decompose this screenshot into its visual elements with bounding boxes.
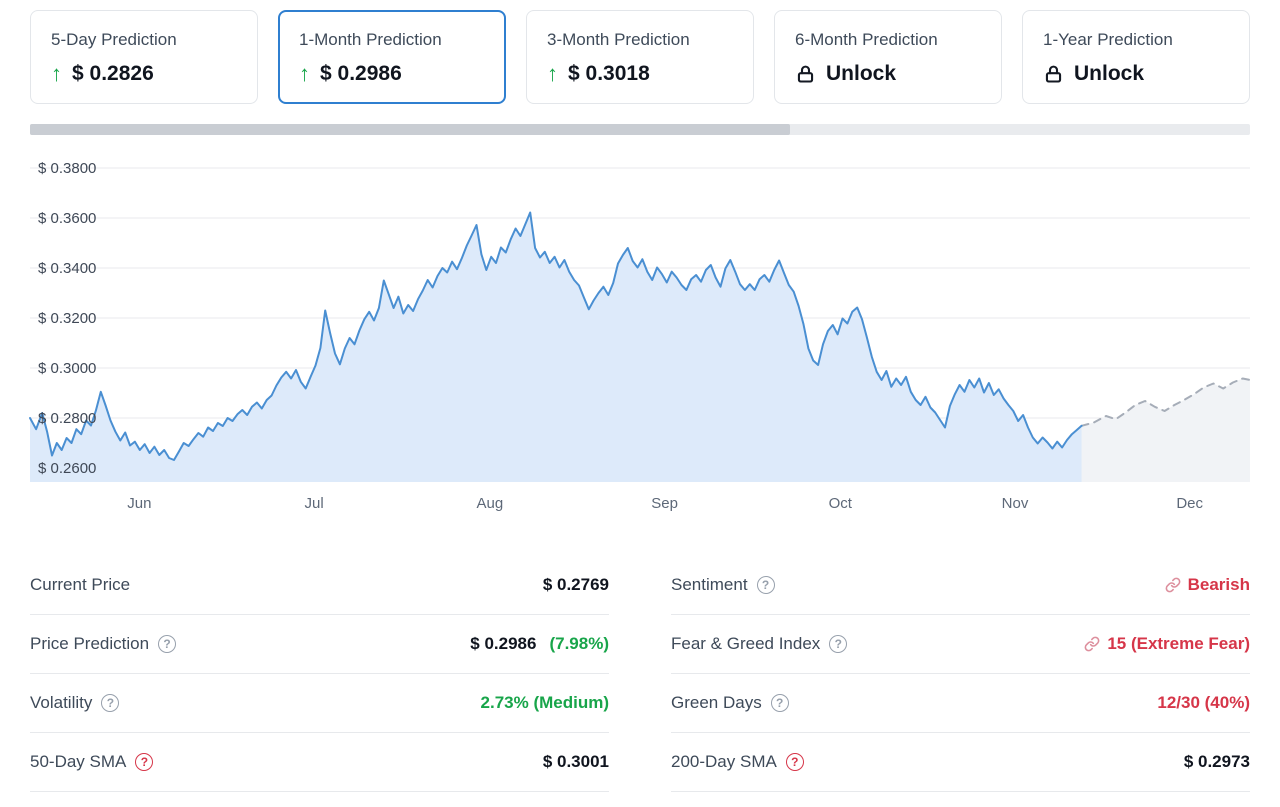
prediction-card-1-year-locked[interactable]: 1-Year Prediction Unlock xyxy=(1022,10,1250,104)
chart-scrollbar-track[interactable] xyxy=(30,124,1250,135)
svg-text:Nov: Nov xyxy=(1002,495,1029,512)
stat-row-sentiment: Sentiment ? Bearish xyxy=(671,556,1250,615)
lock-icon xyxy=(795,64,816,85)
fear-greed-link[interactable]: 15 (Extreme Fear) xyxy=(1084,634,1250,654)
lock-icon xyxy=(1043,64,1064,85)
stat-row-volatility: Volatility ? 2.73% (Medium) xyxy=(30,674,609,733)
svg-text:Jul: Jul xyxy=(305,495,324,512)
help-icon[interactable]: ? xyxy=(829,635,848,653)
price-chart[interactable]: $ 0.3800 $ 0.3600 $ 0.3400 $ 0.3200 $ 0.3000… xyxy=(0,137,1280,522)
stat-row-fear-greed: Fear & Greed Index ? 15 (Extreme Fear) xyxy=(671,615,1250,674)
stat-value: 12/30 (40%) xyxy=(1157,693,1250,712)
svg-text:$ 0.3200: $ 0.3200 xyxy=(38,310,96,327)
svg-text:Sep: Sep xyxy=(651,495,678,512)
stat-row-200-day-sma: 200-Day SMA ? $ 0.2973 xyxy=(671,733,1250,792)
stat-value: 2.73% (Medium) xyxy=(480,693,609,712)
prediction-cards-row: 5-Day Prediction ↑ $ 0.2826 1-Month Pred… xyxy=(0,0,1280,104)
help-icon-red[interactable]: ? xyxy=(135,753,154,771)
chart-scrollbar-thumb[interactable] xyxy=(30,124,791,135)
prediction-card-label: 1-Month Prediction xyxy=(299,30,442,49)
stat-value: $ 0.2986 (7.98%) xyxy=(470,634,609,653)
unlock-label: Unlock xyxy=(826,62,897,85)
prediction-card-3-month[interactable]: 3-Month Prediction ↑ $ 0.3018 xyxy=(526,10,754,104)
svg-text:$ 0.2600: $ 0.2600 xyxy=(38,460,96,477)
svg-text:Aug: Aug xyxy=(477,495,504,512)
help-icon[interactable]: ? xyxy=(770,694,789,712)
unlock-label: Unlock xyxy=(1074,62,1145,85)
prediction-change-percent: (7.98%) xyxy=(549,634,609,653)
stats-column-right: Sentiment ? Bearish Fear & Greed Index ? xyxy=(671,556,1250,792)
stat-label: Sentiment xyxy=(671,575,748,594)
stat-value: $ 0.3001 xyxy=(542,752,609,771)
stats-table: Current Price $ 0.2769 Price Prediction … xyxy=(30,556,1250,792)
svg-text:$ 0.3800: $ 0.3800 xyxy=(38,160,96,177)
stat-value: $ 0.2973 xyxy=(1183,752,1250,771)
svg-text:$ 0.3000: $ 0.3000 xyxy=(38,360,96,377)
help-icon[interactable]: ? xyxy=(101,694,120,712)
stat-row-price-prediction: Price Prediction ? $ 0.2986 (7.98%) xyxy=(30,615,609,674)
prediction-card-value: $ 0.2826 xyxy=(72,62,154,85)
svg-text:$ 0.3400: $ 0.3400 xyxy=(38,260,96,277)
price-chart-canvas[interactable]: $ 0.3800 $ 0.3600 $ 0.3400 $ 0.3200 $ 0.3000… xyxy=(0,137,1280,522)
up-arrow-icon: ↑ xyxy=(51,61,62,86)
prediction-card-5-day[interactable]: 5-Day Prediction ↑ $ 0.2826 xyxy=(30,10,258,104)
help-icon[interactable]: ? xyxy=(756,576,775,594)
stat-row-current-price: Current Price $ 0.2769 xyxy=(30,556,609,615)
stat-label: Price Prediction xyxy=(30,634,150,653)
prediction-card-1-month[interactable]: 1-Month Prediction ↑ $ 0.2986 xyxy=(278,10,506,104)
link-icon xyxy=(1165,577,1181,593)
stat-label: Green Days xyxy=(671,693,762,712)
help-icon-red[interactable]: ? xyxy=(785,753,804,771)
stat-row-50-day-sma: 50-Day SMA ? $ 0.3001 xyxy=(30,733,609,792)
prediction-card-label: 3-Month Prediction xyxy=(547,30,690,49)
link-icon xyxy=(1084,636,1100,652)
stats-column-left: Current Price $ 0.2769 Price Prediction … xyxy=(30,556,609,792)
svg-text:Oct: Oct xyxy=(829,495,853,512)
prediction-card-value: $ 0.3018 xyxy=(568,62,650,85)
up-arrow-icon: ↑ xyxy=(547,61,558,86)
stat-row-green-days: Green Days ? 12/30 (40%) xyxy=(671,674,1250,733)
stat-label: 50-Day SMA xyxy=(30,752,127,771)
stat-value: $ 0.2769 xyxy=(542,575,609,594)
svg-text:$ 0.2800: $ 0.2800 xyxy=(38,410,96,427)
up-arrow-icon: ↑ xyxy=(299,61,310,86)
help-icon[interactable]: ? xyxy=(158,635,177,653)
stat-label: Volatility xyxy=(30,693,93,712)
stat-label: Current Price xyxy=(30,575,131,594)
svg-text:Jun: Jun xyxy=(127,495,151,512)
prediction-card-value: $ 0.2986 xyxy=(320,62,402,85)
stat-label: 200-Day SMA xyxy=(671,752,777,771)
prediction-card-label: 6-Month Prediction xyxy=(795,30,938,49)
prediction-card-6-month-locked[interactable]: 6-Month Prediction Unlock xyxy=(774,10,1002,104)
svg-text:Dec: Dec xyxy=(1176,495,1203,512)
prediction-card-label: 5-Day Prediction xyxy=(51,30,177,49)
sentiment-link[interactable]: Bearish xyxy=(1165,575,1250,595)
svg-text:$ 0.3600: $ 0.3600 xyxy=(38,210,96,227)
prediction-card-label: 1-Year Prediction xyxy=(1043,30,1173,49)
stat-label: Fear & Greed Index xyxy=(671,634,821,653)
